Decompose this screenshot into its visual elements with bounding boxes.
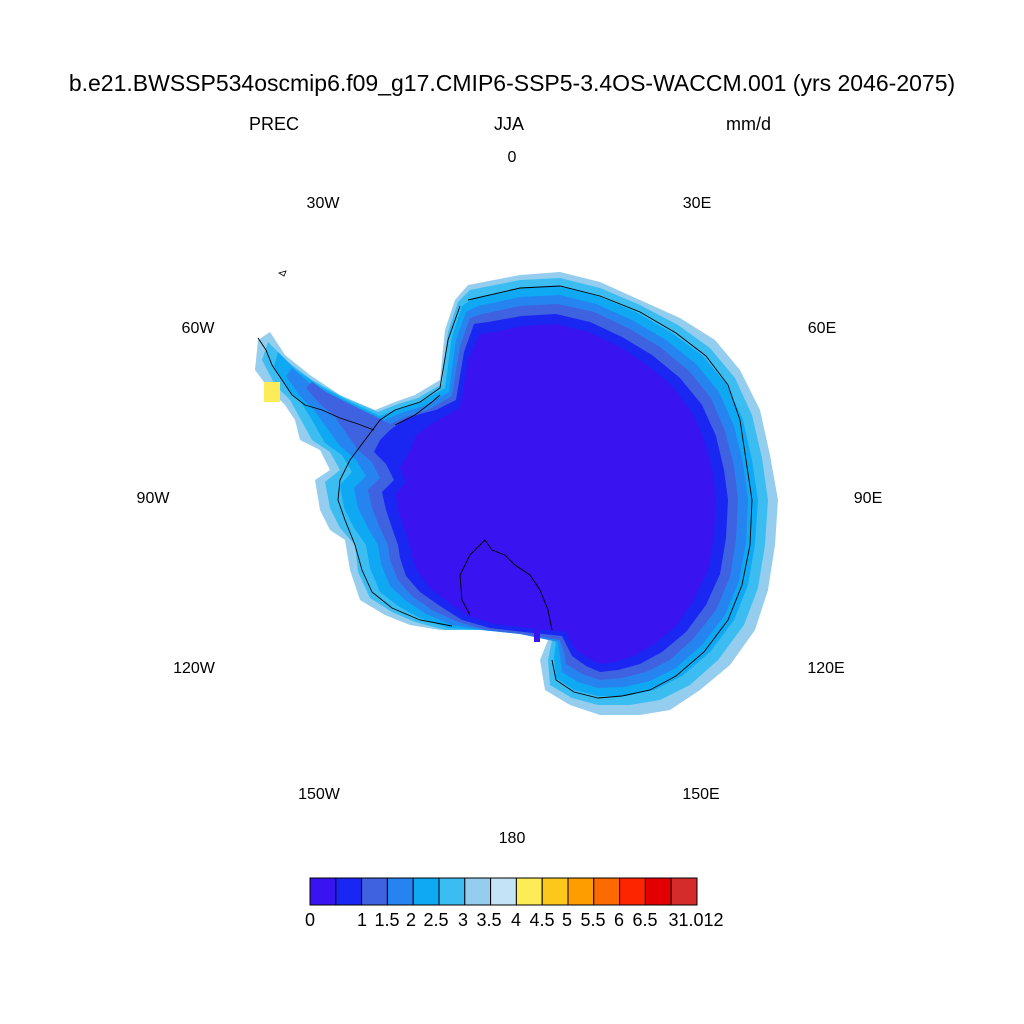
units-label: mm/d [726,114,771,134]
ronne-ice-shelf [394,394,441,426]
season-label: JJA [494,114,525,134]
variable-label: PREC [249,114,300,134]
colorbar-label-8: 4.5 [529,910,555,930]
longitude-label-180: 180 [498,830,526,847]
colorbar-swatch-13 [644,877,672,906]
longitude-label-150w: 150W [298,786,340,803]
plot-title: b.e21.BWSSP534oscmip6.f09_g17.CMIP6-SSP5… [68,70,956,96]
antarctic-peninsula-coast [257,337,375,431]
colorbar-label-3: 2 [405,910,417,930]
colorbar-swatch-6 [464,877,492,906]
colorbar-label-12: 6.5 [632,910,658,930]
colorbar-swatch-7 [490,877,517,906]
longitude-label-60w: 60W [181,320,215,337]
longitude-label-150e: 150E [682,786,720,803]
longitude-label-120e: 120E [807,660,845,677]
longitude-label-30w: 30W [306,195,340,212]
colorbar-swatch-11 [593,877,621,906]
longitude-label-60e: 60E [807,320,837,337]
colorbar-label-11: 6 [613,910,625,930]
colorbar-label-4: 2.5 [423,910,449,930]
colorbar-label-6: 3.5 [476,910,502,930]
longitude-label-0: 0 [507,149,517,166]
colorbar-label-2: 1.5 [374,910,400,930]
colorbar-label-10: 5.5 [580,910,606,930]
colorbar-swatch-4 [412,877,440,906]
colorbar-label-9: 5 [561,910,573,930]
colorbar-swatch-12 [619,877,646,906]
longitude-label-120w: 120W [173,660,215,677]
ross-ice-shelf [459,539,553,631]
colorbar-swatch-2 [361,877,388,906]
colorbar-swatch-14 [670,877,698,906]
colorbar-swatch-3 [386,877,414,906]
colorbar-label-13: 31.012 [668,910,724,930]
longitude-label-90e: 90E [853,490,883,507]
colorbar-label-0: 0 [304,910,316,930]
colorbar-swatch-8 [515,877,543,906]
peninsula-high-precip-cell [264,382,280,402]
longitude-label-30e: 30E [682,195,712,212]
colorbar-label-7: 4 [510,910,522,930]
coastline [337,285,753,699]
amery-inlet-cell [534,628,540,642]
colorbar-label-1: 1 [356,910,368,930]
south-orkney-islands [278,270,287,277]
colorbar-swatch-9 [541,877,569,906]
colorbar-label-5: 3 [457,910,469,930]
interior-low-precip [396,324,716,664]
colorbar-swatch-5 [438,877,466,906]
colorbar-swatch-1 [335,877,363,906]
colorbar-swatch-0 [309,877,337,906]
colorbar-swatch-10 [567,877,595,906]
longitude-label-90w: 90W [136,490,170,507]
